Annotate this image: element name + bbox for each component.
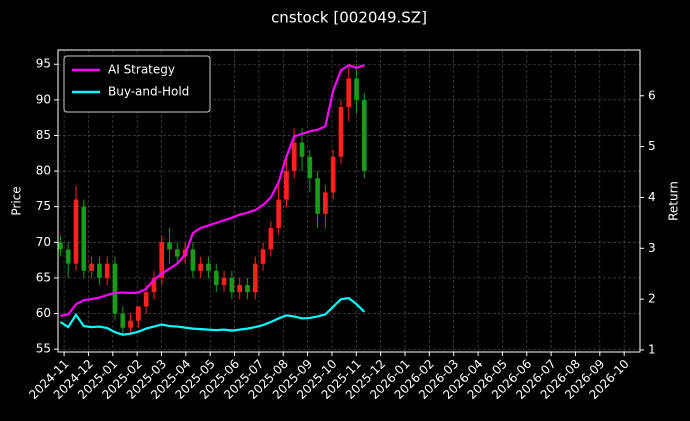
y2-tick-label: 1 (648, 342, 656, 356)
candle-body (190, 249, 196, 271)
candle-body (221, 277, 227, 286)
y2-tick-label: 3 (648, 241, 656, 255)
y-tick-label: 75 (36, 199, 51, 213)
candle-body (299, 142, 305, 157)
y-tick-label: 70 (36, 235, 51, 249)
candle-body (112, 263, 118, 314)
candle-body (174, 249, 180, 257)
y2-tick-label: 2 (648, 292, 656, 306)
y2-tick-label: 4 (648, 190, 656, 204)
y-tick-label: 90 (36, 92, 51, 106)
candle-body (120, 313, 126, 328)
candle-body (206, 263, 211, 271)
y-tick-label: 95 (36, 57, 51, 71)
candle-body (284, 171, 289, 200)
y-tick-label: 85 (36, 128, 51, 142)
candle-body (151, 277, 157, 293)
y-tick-label: 80 (36, 164, 51, 178)
legend-label: AI Strategy (108, 63, 175, 77)
line-series (59, 296, 366, 336)
plot-frame (57, 49, 641, 353)
y-tick-label: 65 (36, 270, 51, 284)
candle-body (245, 285, 250, 293)
candle-body (89, 263, 94, 271)
candle-body (97, 263, 102, 278)
chart-title: cnstock [002049.SZ] (271, 9, 427, 27)
candle-body (260, 249, 266, 264)
candle-body (276, 199, 281, 229)
candle-body (73, 199, 79, 264)
y-axis-label: Price (10, 186, 24, 215)
candle-body (58, 242, 63, 250)
candle-body (128, 320, 133, 328)
candle-body (213, 270, 219, 286)
candle-body (354, 78, 359, 100)
candle-body (252, 263, 258, 293)
y2-axis-label: Return (667, 181, 681, 221)
line-series (60, 64, 365, 317)
legend-box (63, 55, 211, 113)
candle-body (136, 306, 141, 321)
y-tick-label: 60 (36, 306, 51, 320)
candle-body (229, 277, 235, 293)
candle-body (330, 156, 336, 193)
candle-body (237, 285, 242, 293)
candle-body (159, 242, 165, 278)
candle-body (315, 178, 320, 214)
candle-body (346, 78, 352, 107)
candle-body (307, 156, 313, 179)
candle-body (167, 242, 172, 250)
candle-body (362, 99, 367, 172)
legend-label: Buy-and-Hold (108, 85, 189, 99)
y2-tick-label: 5 (648, 139, 656, 153)
candle-body (81, 206, 87, 271)
candle-body (338, 106, 344, 157)
candle-body (198, 263, 204, 271)
y2-tick-label: 6 (648, 88, 656, 102)
candle-body (291, 142, 297, 172)
candle-body (323, 192, 328, 214)
y-tick-label: 55 (36, 342, 51, 356)
candle-body (104, 263, 110, 278)
candle-body (268, 228, 274, 250)
candle-body (65, 249, 71, 264)
candle-body (143, 292, 149, 307)
